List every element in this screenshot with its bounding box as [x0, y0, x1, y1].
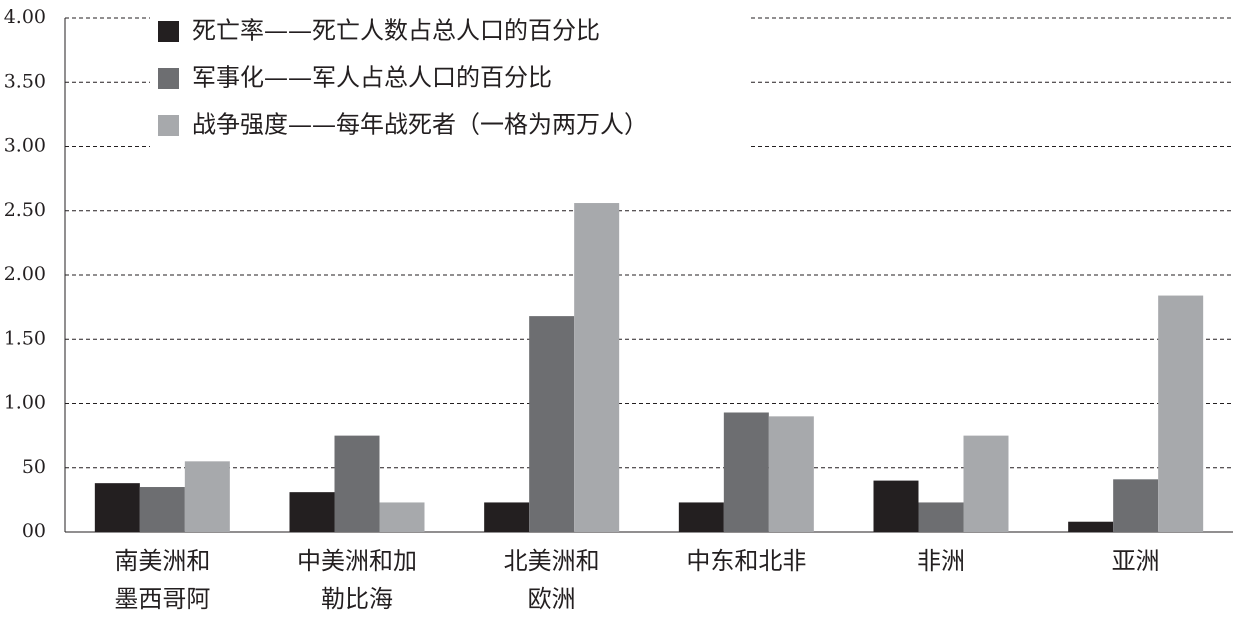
legend-background	[150, 8, 750, 153]
y-tick-label: 50	[22, 456, 46, 478]
bar	[529, 316, 575, 532]
y-tick-label: 1.00	[4, 392, 46, 414]
y-tick-label: 2.00	[4, 263, 46, 285]
x-tick-label: 亚洲	[1111, 547, 1160, 575]
legend-label: 战争强度——每年战死者（一格为两万人）	[192, 111, 648, 139]
bar	[873, 480, 919, 532]
bar	[963, 435, 1009, 532]
x-tick-label: 中东和北非	[686, 547, 807, 575]
bar	[1068, 521, 1114, 532]
bar	[289, 492, 335, 532]
bar	[1113, 479, 1159, 532]
legend-swatch	[158, 115, 179, 136]
bar	[1158, 295, 1204, 532]
bar	[918, 502, 964, 532]
y-tick-label: 3.00	[4, 135, 46, 157]
x-tick-label: 南美洲和 墨西哥阿	[114, 547, 211, 613]
x-tick-label: 北美洲和 欧洲	[503, 547, 600, 613]
bar	[484, 502, 530, 532]
y-tick-label: 4.00	[4, 6, 46, 28]
y-tick-label: 00	[22, 520, 46, 542]
legend-swatch	[158, 68, 179, 89]
legend-label: 死亡率——死亡人数占总人口的百分比	[192, 17, 600, 45]
bar	[768, 416, 814, 532]
legend-swatch	[158, 21, 179, 42]
x-tick-label: 中美洲和加 勒比海	[297, 547, 417, 613]
bar	[139, 487, 185, 532]
bar	[334, 435, 380, 532]
y-tick-label: 2.50	[4, 199, 46, 221]
bar	[574, 203, 620, 533]
bar	[723, 412, 769, 532]
bar	[379, 502, 425, 532]
bar	[94, 483, 140, 532]
legend-label: 军事化——军人占总人口的百分比	[192, 64, 552, 92]
bar	[184, 461, 230, 532]
bar	[678, 502, 724, 532]
x-tick-label: 非洲	[917, 547, 965, 575]
y-tick-label: 1.50	[4, 327, 46, 349]
y-tick-label: 3.50	[4, 70, 46, 92]
